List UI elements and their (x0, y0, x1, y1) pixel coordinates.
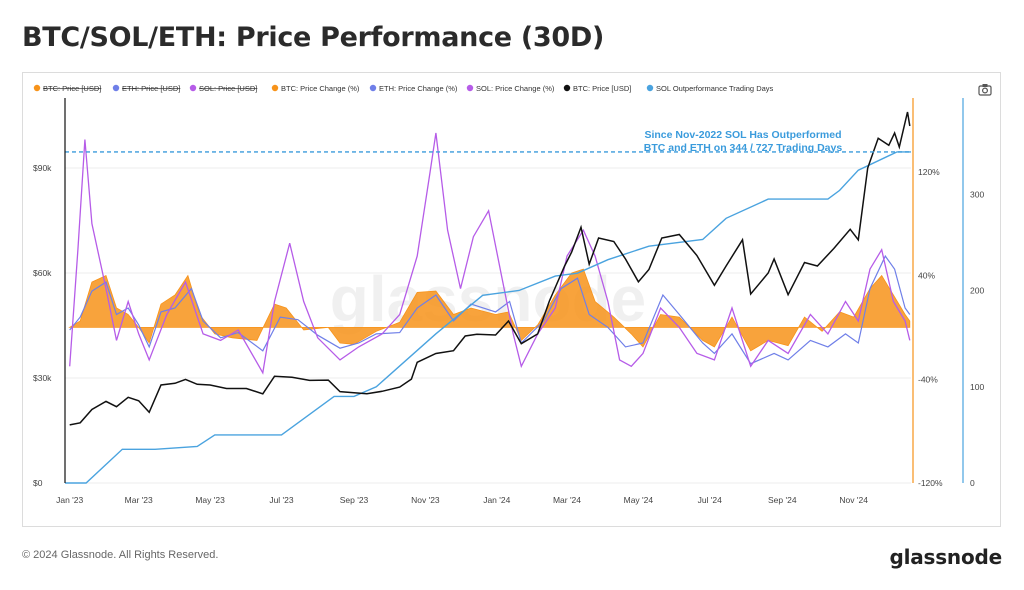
legend-swatch (466, 84, 474, 92)
legend-swatch (271, 84, 279, 92)
legend-item[interactable]: SOL: Price [USD] (189, 84, 258, 93)
legend-swatch (112, 84, 120, 92)
pct-tick-label: 120% (918, 167, 940, 177)
plot-area (65, 111, 911, 484)
legend-label: BTC: Price Change (%) (281, 84, 360, 93)
annotation-line-1: Since Nov-2022 SOL Has Outperformed (644, 129, 841, 141)
legend-item[interactable]: SOL Outperformance Trading Days (646, 84, 774, 93)
legend-label: SOL: Price Change (%) (476, 84, 555, 93)
legend-label: SOL Outperformance Trading Days (656, 84, 774, 93)
legend-label: SOL: Price [USD] (199, 84, 257, 93)
sol-change-line (69, 132, 911, 375)
price-tick-label: $0 (33, 478, 43, 488)
gridlines (65, 167, 911, 484)
days-tick-label: 300 (970, 189, 984, 199)
camera-icon[interactable] (978, 84, 992, 96)
legend-swatch (189, 84, 197, 92)
legend-item[interactable]: ETH: Price [USD] (112, 84, 181, 93)
legend-swatch (369, 84, 377, 92)
axes: $0 $30k $60k $90k Jan '23 Mar '23 May '23 Jul '… (33, 98, 984, 505)
x-tick-label: Nov '24 (839, 495, 868, 505)
price-tick-label: $90k (33, 163, 52, 173)
x-tick-label: Jul '24 (698, 495, 723, 505)
sol-outperformance-line (65, 151, 911, 484)
price-tick-label: $60k (33, 268, 52, 278)
pct-tick-label: 40% (918, 271, 935, 281)
pct-tick-label: -40% (918, 374, 938, 384)
x-tick-label: Mar '24 (553, 495, 581, 505)
btc-price-line (69, 111, 911, 426)
legend-item[interactable]: BTC: Price [USD] (33, 84, 102, 93)
footer-copyright: © 2024 Glassnode. All Rights Reserved. (22, 549, 219, 561)
x-tick-label: Jul '23 (269, 495, 294, 505)
footer-logo: glassnode (889, 545, 1002, 569)
legend-swatch (563, 84, 571, 92)
legend-item[interactable]: BTC: Price Change (%) (271, 84, 360, 93)
days-tick-label: 0 (970, 478, 975, 488)
legend-label: BTC: Price [USD] (573, 84, 631, 93)
annotation: Since Nov-2022 SOL Has Outperformed BTC … (644, 129, 843, 154)
x-tick-label: May '23 (195, 495, 225, 505)
legend-item[interactable]: ETH: Price Change (%) (369, 84, 458, 93)
legend-swatch (646, 84, 654, 92)
x-tick-label: Mar '23 (125, 495, 153, 505)
x-tick-label: Nov '23 (411, 495, 440, 505)
legend-item[interactable]: SOL: Price Change (%) (466, 84, 555, 93)
legend: BTC: Price [USD] ETH: Price [USD] SOL: Pri… (33, 84, 774, 93)
chart-panel: BTC: Price [USD] ETH: Price [USD] SOL: Pri… (22, 72, 1001, 527)
x-tick-label: May '24 (624, 495, 654, 505)
page-title: BTC/SOL/ETH: Price Performance (30D) (22, 22, 605, 53)
legend-item[interactable]: BTC: Price [USD] (563, 84, 632, 93)
x-tick-label: Jan '24 (483, 495, 510, 505)
x-tick-label: Sep '24 (768, 495, 797, 505)
price-tick-label: $30k (33, 373, 52, 383)
x-tick-label: Sep '23 (340, 495, 369, 505)
days-tick-label: 100 (970, 382, 984, 392)
legend-label: ETH: Price [USD] (122, 84, 180, 93)
legend-label: ETH: Price Change (%) (379, 84, 458, 93)
chart-svg: BTC: Price [USD] ETH: Price [USD] SOL: Pri… (33, 84, 992, 505)
annotation-line-2: BTC and ETH on 344 / 727 Trading Days (644, 142, 843, 154)
legend-label: BTC: Price [USD] (43, 84, 101, 93)
days-tick-label: 200 (970, 286, 984, 296)
legend-swatch (33, 84, 41, 92)
x-tick-label: Jan '23 (56, 495, 83, 505)
pct-tick-label: -120% (918, 478, 943, 488)
